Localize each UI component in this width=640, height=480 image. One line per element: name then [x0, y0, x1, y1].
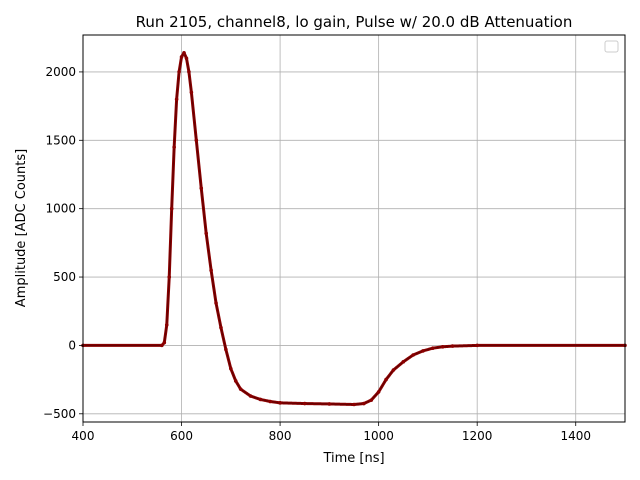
grid-lines [82, 35, 625, 422]
data-point [411, 353, 415, 357]
data-point [248, 394, 253, 398]
y-axis-label: Amplitude [ADC Counts] [14, 149, 29, 307]
data-point [204, 231, 208, 236]
data-point [440, 344, 445, 349]
data-point [160, 343, 164, 348]
x-tick-label: 1400 [560, 429, 591, 443]
data-point [238, 387, 243, 391]
x-tick-label: 400 [72, 429, 95, 443]
chart-title: Run 2105, channel8, lo gain, Pulse w/ 20… [136, 13, 573, 31]
data-point [224, 347, 228, 352]
y-tick-label: 0 [68, 338, 76, 352]
x-tick-label: 1200 [462, 429, 493, 443]
data-point [179, 55, 184, 59]
data-point [384, 377, 388, 382]
data-series [81, 50, 627, 407]
data-point [199, 186, 204, 190]
data-point [189, 90, 194, 95]
data-point [164, 323, 169, 327]
legend-box [604, 40, 619, 53]
x-tick-label: 600 [170, 429, 193, 443]
plot-frame [82, 34, 626, 423]
data-point [219, 325, 223, 330]
data-point [278, 401, 282, 405]
data-point [177, 70, 181, 74]
data-point [169, 206, 174, 211]
x-tick-label: 800 [269, 429, 292, 443]
data-point [369, 398, 374, 402]
data-point [450, 344, 455, 348]
y-tick-label: 1500 [45, 133, 76, 147]
data-point [233, 379, 238, 383]
data-point [258, 397, 263, 402]
y-tick-label: 1000 [45, 202, 76, 216]
data-point [268, 399, 273, 404]
data-point [187, 70, 191, 74]
data-point [194, 138, 199, 143]
data-point [167, 275, 172, 279]
data-point [362, 401, 366, 406]
data-point [302, 401, 307, 406]
data-point [352, 402, 356, 407]
y-tick-label: 2000 [45, 65, 76, 79]
data-point [327, 402, 332, 406]
y-tick-label: −500 [43, 407, 76, 421]
data-point [431, 346, 435, 350]
data-point [182, 50, 186, 55]
data-point [209, 268, 213, 273]
x-tick-label: 1000 [363, 429, 394, 443]
axis-ticks: 400 600 800 1000 1200 1400 −500 0 500 1000 1500 200… [43, 65, 591, 443]
data-point [421, 349, 425, 353]
data-point [229, 366, 233, 371]
data-point [162, 340, 167, 345]
data-point [376, 390, 381, 394]
data-point [391, 368, 396, 372]
data-point [184, 56, 189, 61]
y-tick-label: 500 [53, 270, 76, 284]
data-point [174, 97, 179, 102]
data-point [475, 343, 479, 348]
x-axis-label: Time [ns] [322, 451, 384, 466]
data-point [172, 145, 176, 149]
data-point [401, 360, 406, 364]
data-point [214, 301, 218, 305]
